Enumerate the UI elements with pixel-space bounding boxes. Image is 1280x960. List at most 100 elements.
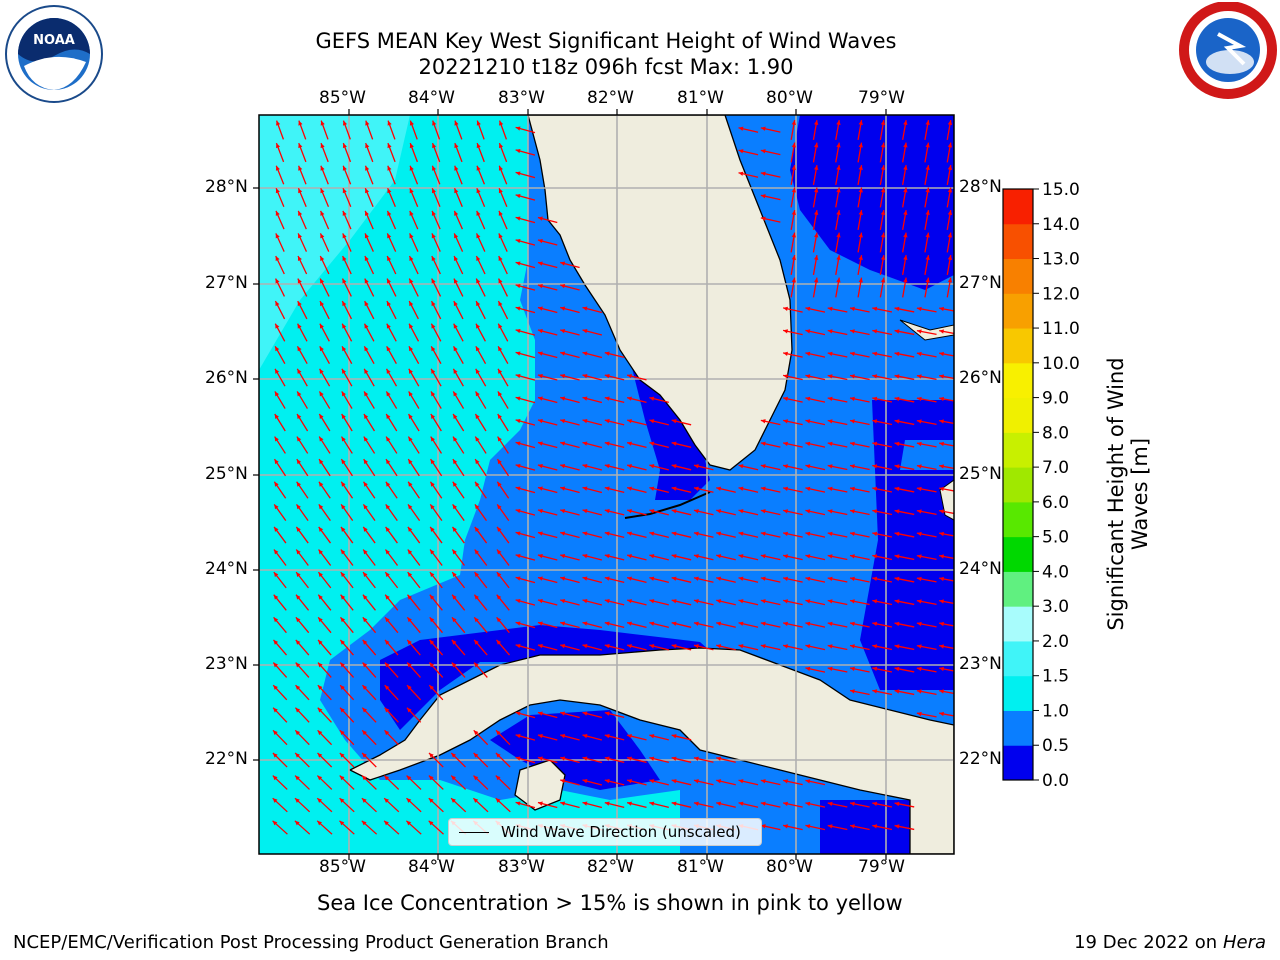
wind-arrowhead xyxy=(894,576,900,582)
wind-arrowhead xyxy=(317,775,323,781)
wind-arrowhead xyxy=(827,644,833,649)
wind-arrowhead xyxy=(364,323,369,329)
wind-arrowhead xyxy=(894,329,900,334)
wind-arrowhead xyxy=(947,120,953,125)
wind-arrowhead xyxy=(947,187,953,193)
wind-arrowhead xyxy=(453,323,458,329)
wind-arrowhead xyxy=(318,572,323,578)
wind-arrowhead xyxy=(475,459,480,465)
wind-arrowhead xyxy=(827,666,833,672)
wind-arrowhead xyxy=(894,306,900,312)
wind-arrowhead xyxy=(409,210,414,216)
wind-arrowhead xyxy=(537,441,543,446)
wind-arrowhead xyxy=(560,486,566,491)
wind-arrowhead xyxy=(496,730,501,736)
wind-arrowhead xyxy=(814,187,819,193)
wind-arrowhead xyxy=(475,346,480,352)
wind-arrowhead xyxy=(428,798,434,803)
wind-arrowhead xyxy=(385,504,391,510)
wind-arrowhead xyxy=(814,165,819,170)
wind-arrowhead xyxy=(850,306,855,312)
wind-arrowhead xyxy=(320,165,325,171)
wind-arrowhead xyxy=(365,210,369,216)
wind-arrowhead xyxy=(361,798,367,803)
wind-arrowhead xyxy=(560,396,566,401)
lon-label-top: 85°W xyxy=(319,88,366,108)
wind-arrowhead xyxy=(783,486,788,491)
wind-arrowhead xyxy=(582,554,588,559)
wind-arrowhead xyxy=(850,351,855,357)
wind-arrowhead xyxy=(827,554,833,559)
wind-arrowhead xyxy=(827,351,833,357)
wind-arrowhead xyxy=(537,351,543,356)
wind-arrowhead xyxy=(476,233,481,239)
wind-arrowhead xyxy=(340,639,345,645)
wind-arrowhead xyxy=(560,329,566,334)
wind-arrowhead xyxy=(451,752,457,758)
wind-arrowhead xyxy=(716,486,722,491)
wind-arrowhead xyxy=(515,373,521,379)
wind-arrowhead xyxy=(273,549,279,555)
wave-band-0.0-0.5-southeast xyxy=(820,800,910,854)
wind-arrowhead xyxy=(339,752,345,758)
wind-arrowhead xyxy=(320,188,325,194)
wind-arrowhead xyxy=(671,599,677,604)
wind-arrowhead xyxy=(894,554,900,559)
wind-arrowhead xyxy=(560,756,566,761)
wind-arrowhead xyxy=(295,730,301,736)
wind-arrowhead xyxy=(318,594,323,600)
wind-arrowhead xyxy=(298,165,303,171)
wind-arrowhead xyxy=(738,779,744,784)
wind-arrowhead xyxy=(453,436,458,442)
wind-arrowhead xyxy=(560,779,566,784)
wind-arrowhead xyxy=(805,531,811,536)
wind-arrowhead xyxy=(903,210,908,215)
wind-arrowhead xyxy=(738,554,744,559)
colorbar-tick-label: 5.0 xyxy=(1042,528,1069,548)
wind-arrowhead xyxy=(276,143,281,149)
wind-arrowhead xyxy=(872,464,878,469)
lon-label-top: 81°W xyxy=(677,88,724,108)
colorbar-tick-label: 3.0 xyxy=(1042,597,1069,617)
wind-arrowhead xyxy=(649,779,655,784)
colorbar-label: Significant Height of Wind Waves [m] xyxy=(1098,330,1158,640)
wind-arrowhead xyxy=(939,689,945,694)
wind-arrowhead xyxy=(386,346,391,352)
wind-arrowhead xyxy=(649,441,655,446)
wind-arrowhead xyxy=(364,233,369,239)
wind-arrowhead xyxy=(791,165,796,170)
wind-arrowhead xyxy=(475,391,480,397)
wind-arrowhead xyxy=(406,820,412,826)
wind-arrowhead xyxy=(361,775,367,781)
wind-arrowhead xyxy=(515,486,521,491)
wind-arrowhead xyxy=(430,436,435,442)
wind-arrowhead xyxy=(582,734,588,739)
wind-arrowhead xyxy=(452,504,457,510)
wind-arrowhead xyxy=(693,756,699,761)
colorbar-cell xyxy=(1003,606,1033,642)
wind-arrowhead xyxy=(939,666,945,672)
wind-arrowhead xyxy=(805,306,811,311)
wind-arrowhead xyxy=(850,599,855,604)
wind-arrowhead xyxy=(560,554,566,559)
wind-arrowhead xyxy=(320,210,325,216)
wind-arrowhead xyxy=(872,329,878,334)
wind-arrowhead xyxy=(408,346,414,352)
wind-arrowhead xyxy=(850,441,855,447)
wind-arrowhead xyxy=(451,662,457,668)
wind-arrowhead xyxy=(693,801,699,806)
wind-arrowhead xyxy=(319,436,324,442)
wind-arrowhead xyxy=(582,779,588,784)
wind-arrowhead xyxy=(783,374,788,379)
wind-arrowhead xyxy=(805,554,811,559)
wind-arrowhead xyxy=(582,464,588,469)
wind-arrowhead xyxy=(431,368,436,374)
wind-arrowhead xyxy=(362,662,368,668)
wind-arrowhead xyxy=(850,801,855,807)
lon-label-top: 80°W xyxy=(766,88,813,108)
wind-arrowhead xyxy=(295,662,301,668)
wind-arrowhead xyxy=(385,572,390,578)
colorbar-cell xyxy=(1003,362,1033,399)
grand-bahama xyxy=(899,319,954,341)
wind-arrowhead xyxy=(604,464,610,469)
